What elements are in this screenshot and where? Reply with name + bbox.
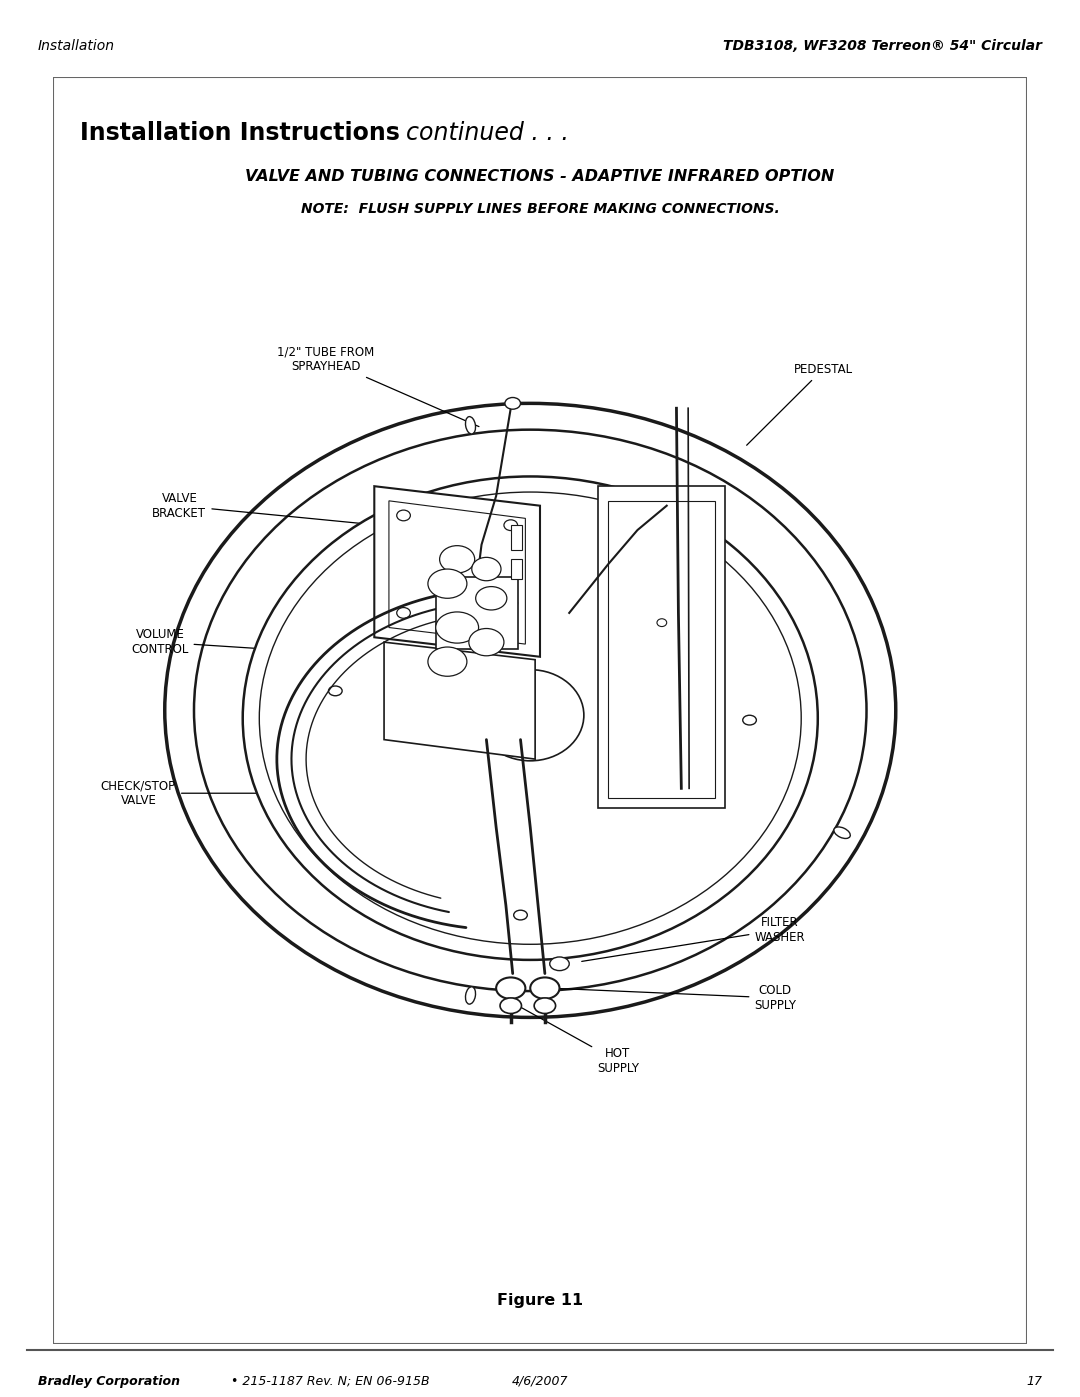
Text: Installation: Installation bbox=[38, 39, 114, 53]
Text: 4/6/2007: 4/6/2007 bbox=[512, 1375, 568, 1387]
FancyBboxPatch shape bbox=[435, 577, 517, 650]
Ellipse shape bbox=[657, 619, 666, 626]
Text: VALVE
BRACKET: VALVE BRACKET bbox=[152, 492, 377, 525]
Ellipse shape bbox=[440, 546, 475, 573]
Ellipse shape bbox=[475, 587, 507, 610]
Bar bbox=[511, 525, 523, 549]
Ellipse shape bbox=[465, 986, 475, 1004]
Text: PEDESTAL: PEDESTAL bbox=[746, 363, 852, 446]
Text: VOLUME
CONTROL: VOLUME CONTROL bbox=[131, 629, 383, 657]
Bar bbox=[511, 559, 523, 578]
Ellipse shape bbox=[243, 476, 818, 960]
Ellipse shape bbox=[428, 647, 467, 676]
Ellipse shape bbox=[505, 398, 521, 409]
Polygon shape bbox=[598, 486, 725, 807]
Polygon shape bbox=[608, 500, 715, 798]
Ellipse shape bbox=[496, 978, 525, 999]
Ellipse shape bbox=[465, 416, 475, 434]
Text: 17: 17 bbox=[1026, 1375, 1042, 1387]
Ellipse shape bbox=[396, 510, 410, 521]
Polygon shape bbox=[375, 486, 540, 657]
Ellipse shape bbox=[504, 520, 517, 531]
Ellipse shape bbox=[530, 978, 559, 999]
Text: HOT
SUPPLY: HOT SUPPLY bbox=[515, 1004, 639, 1076]
Ellipse shape bbox=[603, 735, 615, 745]
Ellipse shape bbox=[328, 686, 342, 696]
Ellipse shape bbox=[500, 997, 522, 1013]
Ellipse shape bbox=[165, 404, 895, 1017]
Ellipse shape bbox=[504, 598, 517, 609]
Ellipse shape bbox=[535, 997, 555, 1013]
Text: COLD
SUPPLY: COLD SUPPLY bbox=[553, 983, 796, 1011]
Text: continued . . .: continued . . . bbox=[406, 120, 569, 145]
Text: TDB3108, WF3208 Terreon® 54" Circular: TDB3108, WF3208 Terreon® 54" Circular bbox=[724, 39, 1042, 53]
Text: Figure 11: Figure 11 bbox=[497, 1292, 583, 1308]
Polygon shape bbox=[389, 500, 525, 644]
Text: NOTE:  FLUSH SUPPLY LINES BEFORE MAKING CONNECTIONS.: NOTE: FLUSH SUPPLY LINES BEFORE MAKING C… bbox=[300, 201, 780, 215]
Text: VALVE AND TUBING CONNECTIONS - ADAPTIVE INFRARED OPTION: VALVE AND TUBING CONNECTIONS - ADAPTIVE … bbox=[245, 169, 835, 184]
Ellipse shape bbox=[428, 569, 467, 598]
Ellipse shape bbox=[472, 557, 501, 581]
Ellipse shape bbox=[643, 785, 652, 792]
Ellipse shape bbox=[469, 629, 504, 655]
Ellipse shape bbox=[514, 911, 527, 921]
Polygon shape bbox=[384, 643, 535, 759]
Ellipse shape bbox=[194, 430, 866, 990]
Ellipse shape bbox=[834, 827, 850, 838]
Text: FILTER
WASHER: FILTER WASHER bbox=[582, 915, 805, 961]
Ellipse shape bbox=[259, 492, 801, 944]
Text: • 215-1187 Rev. N; EN 06-915B: • 215-1187 Rev. N; EN 06-915B bbox=[227, 1375, 430, 1387]
Ellipse shape bbox=[550, 957, 569, 971]
Text: 1/2" TUBE FROM
SPRAYHEAD: 1/2" TUBE FROM SPRAYHEAD bbox=[276, 345, 478, 426]
Text: CHECK/STOP
VALVE: CHECK/STOP VALVE bbox=[100, 780, 347, 807]
Ellipse shape bbox=[476, 669, 584, 761]
Ellipse shape bbox=[743, 715, 756, 725]
Ellipse shape bbox=[435, 612, 478, 643]
Text: Bradley Corporation: Bradley Corporation bbox=[38, 1375, 179, 1387]
Ellipse shape bbox=[396, 608, 410, 619]
Text: Installation Instructions: Installation Instructions bbox=[80, 120, 408, 145]
